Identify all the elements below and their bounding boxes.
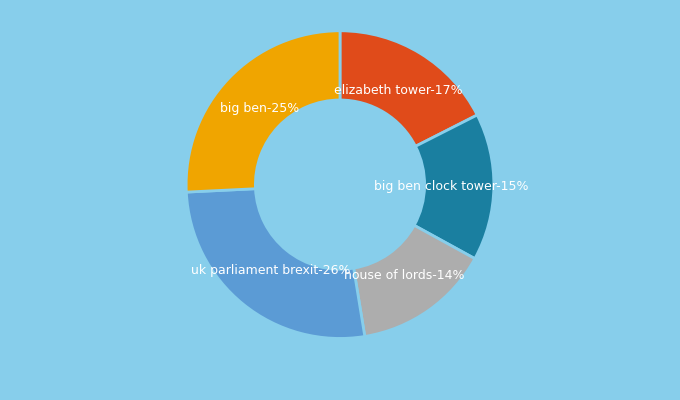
Wedge shape	[354, 225, 475, 336]
Text: big ben clock tower-15%: big ben clock tower-15%	[373, 180, 528, 193]
Wedge shape	[414, 115, 494, 259]
Text: elizabeth tower-17%: elizabeth tower-17%	[334, 84, 462, 97]
Wedge shape	[186, 189, 364, 338]
Text: house of lords-14%: house of lords-14%	[343, 268, 464, 282]
Wedge shape	[186, 31, 340, 192]
Wedge shape	[340, 31, 477, 146]
Text: uk parliament brexit-26%: uk parliament brexit-26%	[190, 264, 350, 277]
Text: big ben-25%: big ben-25%	[220, 102, 299, 115]
